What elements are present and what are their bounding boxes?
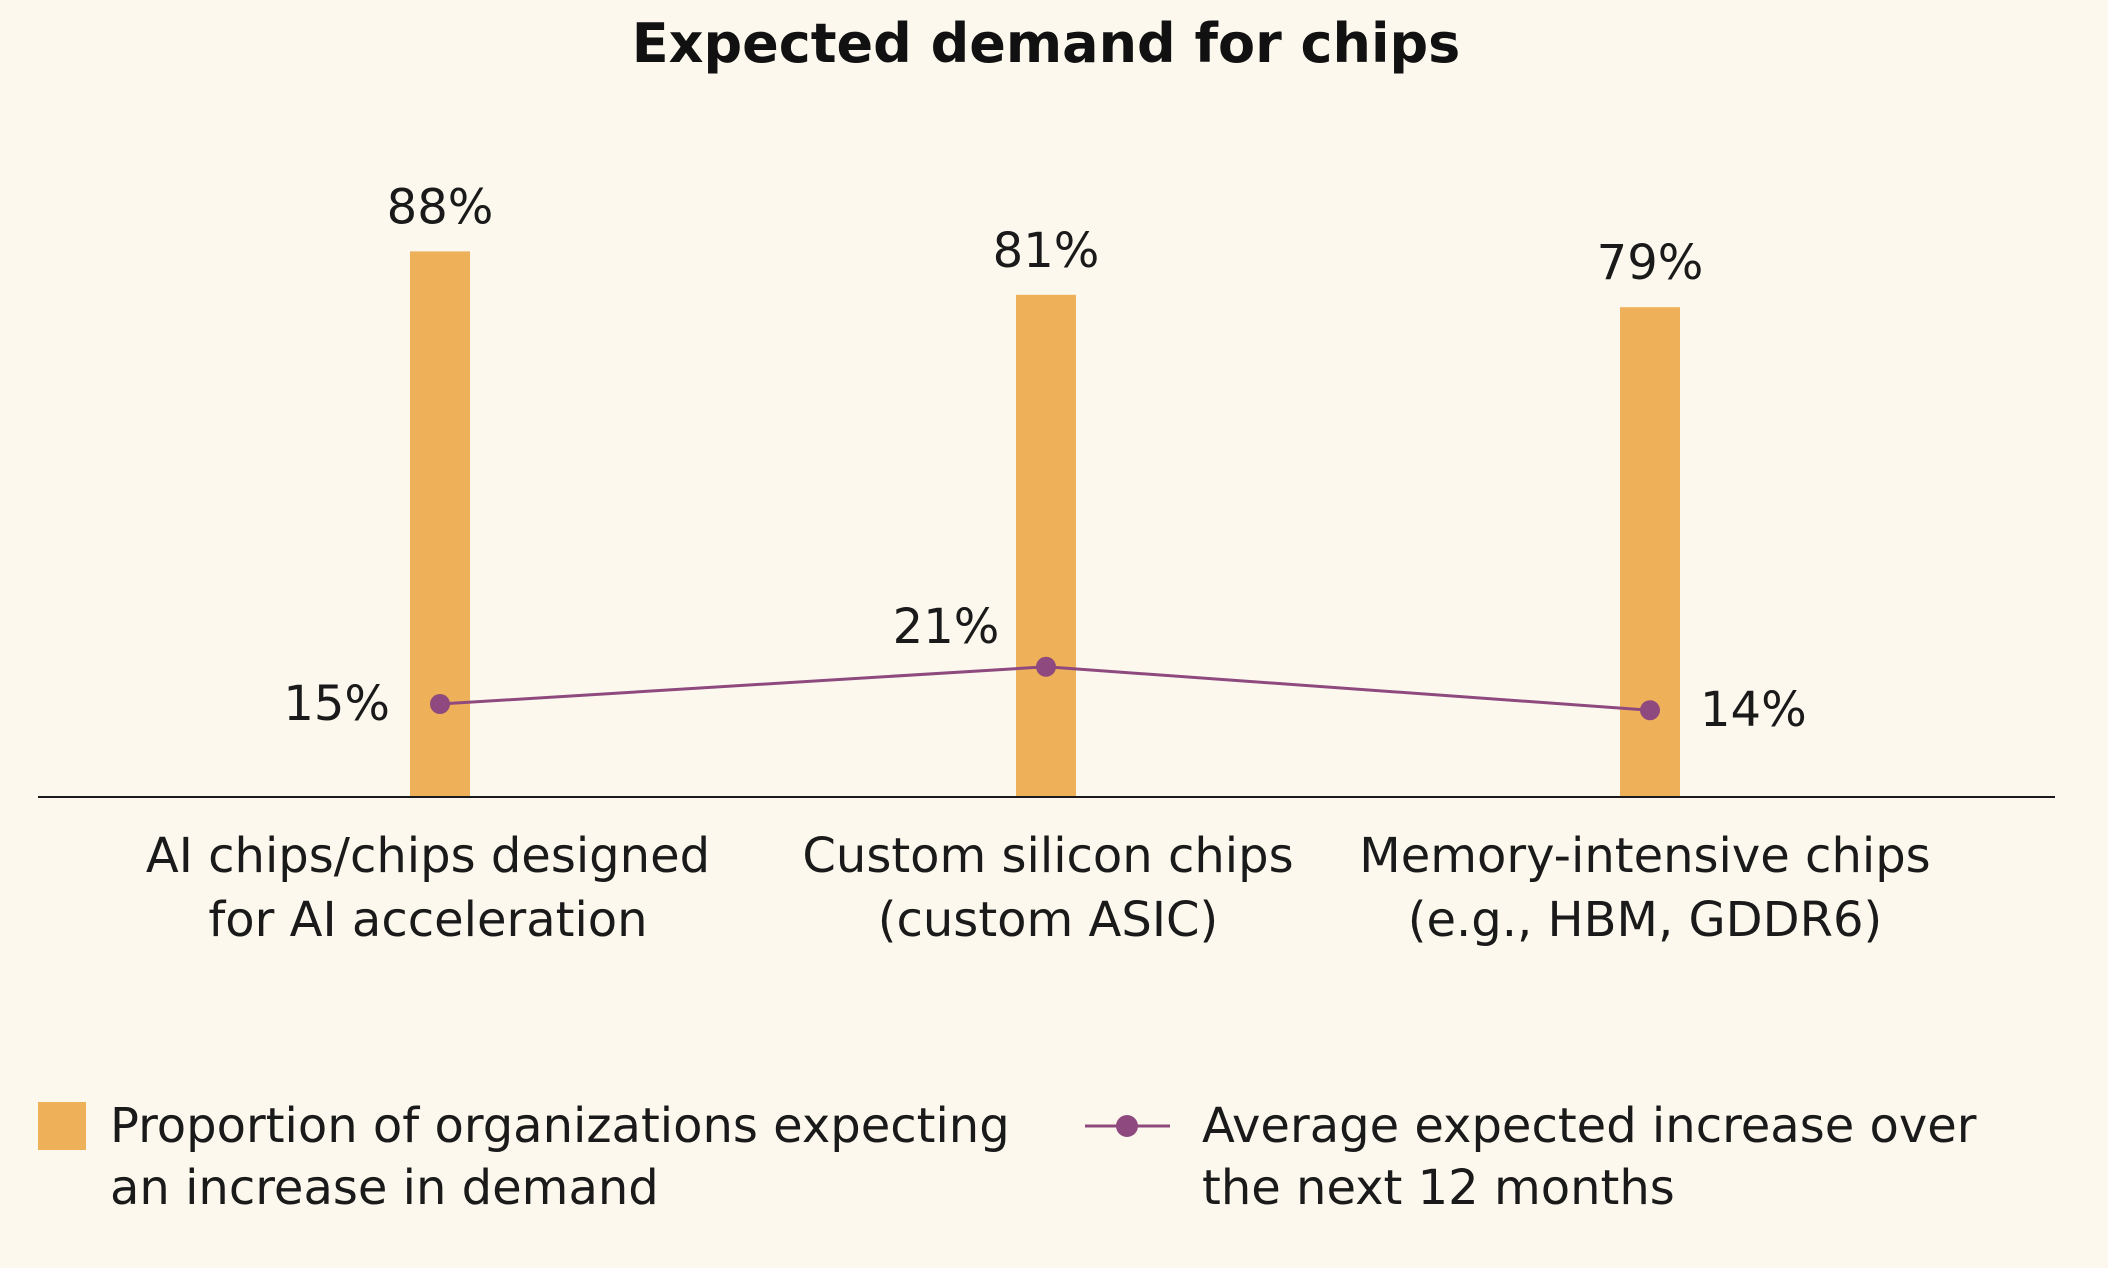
line-value-labels: 15% 21% 14% xyxy=(283,599,1806,738)
bar-value-label-1: 88% xyxy=(387,179,494,235)
legend-label-line-line-2: the next 12 months xyxy=(1202,1160,1675,1216)
category-label-2-line-2: (custom ASIC) xyxy=(878,892,1218,948)
legend: Proportion of organizations expecting an… xyxy=(38,1098,1992,1216)
category-label-3-line-1: Memory-intensive chips xyxy=(1359,828,1930,884)
category-label-1-line-1: AI chips/chips designed xyxy=(146,828,710,884)
category-label-2-line-1: Custom silicon chips xyxy=(802,828,1293,884)
legend-label-bar: Proportion of organizations expecting an… xyxy=(110,1098,1025,1216)
bar-series xyxy=(410,251,1680,797)
legend-label-bar-line-1: Proportion of organizations expecting xyxy=(110,1098,1010,1154)
bar-2 xyxy=(1016,294,1076,797)
legend-label-line: Average expected increase over the next … xyxy=(1202,1098,1992,1216)
bar-3 xyxy=(1620,307,1680,797)
line-value-label-2: 21% xyxy=(893,599,1000,655)
line-point-2 xyxy=(1036,656,1056,677)
category-label-1-line-2: for AI acceleration xyxy=(208,892,647,948)
line-series xyxy=(430,656,1660,721)
line-value-label-1: 15% xyxy=(283,676,390,732)
legend-label-bar-line-2: an increase in demand xyxy=(110,1160,659,1216)
category-label-1: AI chips/chips designed for AI accelerati… xyxy=(146,828,710,948)
line-point-1 xyxy=(430,694,450,714)
chart-title: Expected demand for chips xyxy=(632,12,1461,75)
category-label-3-line-2: (e.g., HBM, GDDR6) xyxy=(1408,892,1882,948)
bar-value-labels: 88% 81% 79% xyxy=(387,179,1704,291)
bar-value-label-3: 79% xyxy=(1597,235,1704,291)
line-point-3 xyxy=(1640,700,1660,721)
bar-1 xyxy=(410,251,470,797)
legend-swatch-bar xyxy=(38,1102,86,1150)
bar-value-label-2: 81% xyxy=(993,223,1100,279)
line-value-label-3: 14% xyxy=(1700,682,1807,738)
legend-swatch-marker xyxy=(1116,1115,1138,1137)
category-label-2: Custom silicon chips (custom ASIC) xyxy=(802,828,1293,948)
legend-label-line-line-1: Average expected increase over xyxy=(1202,1098,1977,1154)
category-labels: AI chips/chips designed for AI accelerati… xyxy=(146,828,1931,948)
category-label-3: Memory-intensive chips (e.g., HBM, GDDR6) xyxy=(1359,828,1930,948)
